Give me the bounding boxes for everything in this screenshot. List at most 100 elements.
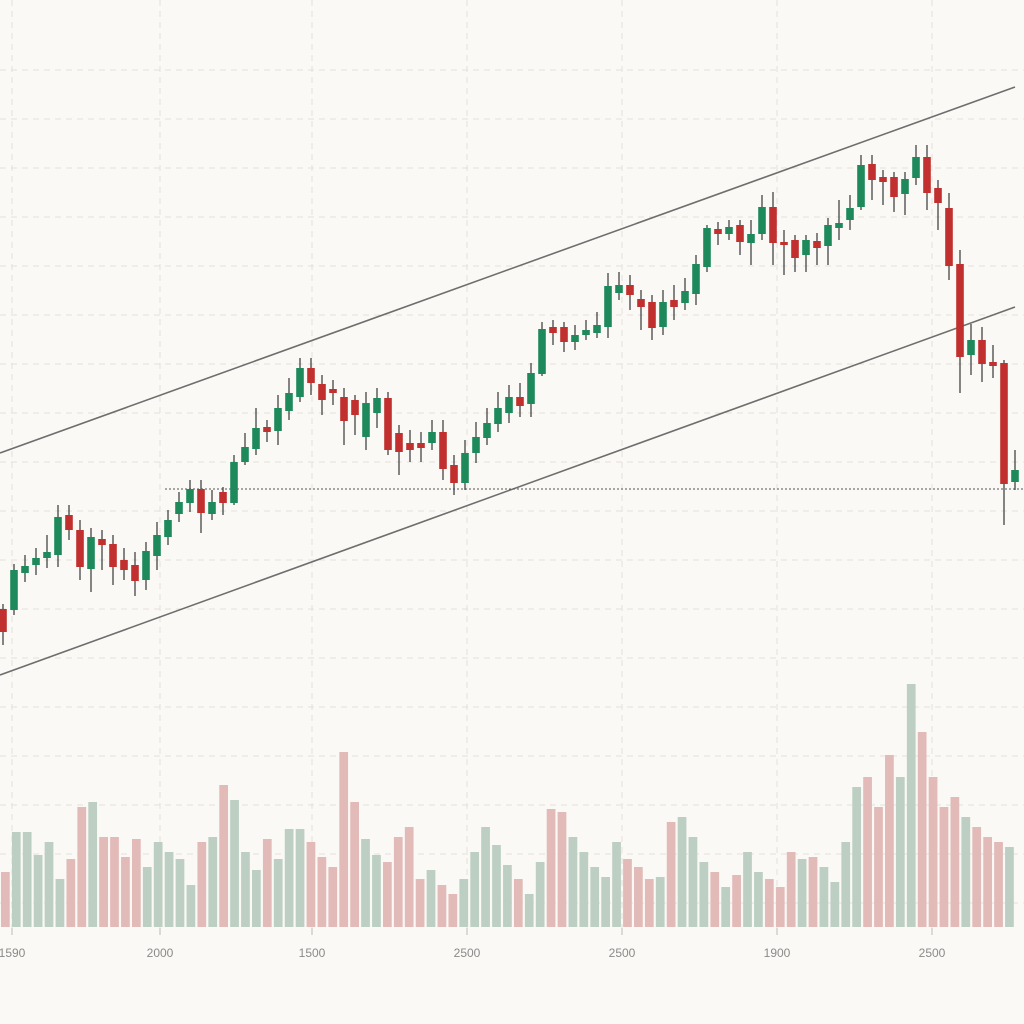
candle-up — [285, 378, 293, 420]
volume-bar — [972, 827, 982, 927]
candle-down — [791, 235, 799, 272]
candle-down — [945, 193, 953, 280]
candle-body — [560, 327, 568, 342]
candle-up — [472, 422, 480, 463]
candle-body — [648, 302, 656, 328]
candle-body — [142, 551, 150, 580]
volume-bar — [208, 837, 218, 927]
candle-down — [769, 192, 777, 265]
volume-bar — [699, 862, 709, 927]
volume-bar — [874, 807, 883, 927]
volume-bar — [503, 865, 512, 927]
volume-bar — [808, 857, 818, 927]
candle-body — [32, 558, 40, 565]
candle-up — [725, 220, 733, 240]
candle-body — [747, 234, 755, 243]
candle-up — [1011, 450, 1019, 490]
candle-up — [54, 505, 62, 567]
candle-down — [384, 392, 392, 455]
candles — [0, 145, 1019, 645]
candle-down — [197, 480, 205, 533]
candle-body — [472, 437, 480, 453]
candle-down — [329, 380, 337, 405]
candle-up — [428, 420, 436, 450]
candle-down — [450, 455, 458, 495]
volume-bar — [197, 842, 207, 927]
candle-body — [1000, 363, 1008, 484]
volume-bar — [994, 842, 1003, 927]
candle-body — [274, 408, 282, 431]
volume-bar — [797, 859, 807, 927]
candle-down — [637, 290, 645, 330]
candle-body — [538, 329, 546, 374]
candle-down — [956, 250, 964, 393]
candle-up — [692, 255, 700, 305]
candle-up — [43, 535, 51, 568]
candle-up — [483, 408, 491, 445]
volume-bar — [361, 839, 370, 927]
channel-line — [0, 86, 1016, 454]
candle-body — [230, 462, 238, 503]
candle-up — [615, 272, 623, 300]
candle-body — [428, 432, 436, 443]
candle-body — [0, 609, 7, 632]
candle-body — [956, 264, 964, 357]
candle-down — [76, 520, 84, 580]
volume-bar — [863, 777, 872, 927]
candle-body — [10, 570, 18, 610]
volume-bar — [88, 802, 98, 927]
volume-bar — [928, 777, 938, 927]
candle-up — [241, 433, 249, 465]
candle-body — [912, 157, 920, 178]
volume-bar — [350, 802, 359, 927]
candle-up — [912, 145, 920, 185]
volume-bar — [983, 837, 992, 927]
candle-body — [780, 242, 788, 245]
x-tick-label: 1590 — [0, 946, 26, 960]
candle-body — [1011, 470, 1019, 482]
candle-up — [593, 312, 601, 338]
candle-up — [175, 492, 183, 522]
volume-bar — [623, 859, 632, 927]
volume-bar — [754, 872, 763, 927]
volume-bar — [601, 877, 610, 927]
candle-up — [373, 388, 381, 428]
candle-up — [153, 522, 161, 570]
candle-body — [593, 325, 601, 333]
candle-down — [439, 420, 447, 480]
candle-up — [681, 278, 689, 310]
candle-up — [527, 363, 535, 417]
volume-bar — [273, 859, 283, 927]
candle-up — [274, 395, 282, 445]
candle-up — [164, 510, 172, 545]
channel-line — [0, 306, 1016, 676]
volume-bar — [852, 787, 862, 927]
candle-body — [307, 368, 315, 383]
volume-bar — [786, 852, 796, 927]
candle-body — [791, 240, 799, 258]
volume-bar — [710, 872, 720, 927]
candle-body — [87, 537, 95, 569]
candle-body — [153, 535, 161, 556]
candle-body — [98, 539, 106, 545]
candle-down — [670, 285, 678, 320]
volume-bar — [317, 857, 327, 927]
volume-bar — [579, 852, 589, 927]
candle-down — [516, 383, 524, 417]
volume-bar — [142, 867, 152, 927]
candle-body — [164, 520, 172, 537]
volume-bar — [393, 837, 403, 927]
volume-bar — [775, 887, 785, 927]
volume-bar — [612, 842, 621, 927]
candle-up — [659, 290, 667, 335]
x-tick-label: 2000 — [147, 946, 174, 960]
volume-bar — [906, 684, 916, 927]
candle-body — [835, 223, 843, 228]
volume-bar — [688, 837, 698, 927]
candle-body — [802, 240, 810, 255]
candle-up — [362, 392, 370, 450]
candle-body — [868, 164, 876, 180]
volume-bar — [590, 867, 600, 927]
candle-up — [967, 324, 975, 375]
volume-bar — [764, 879, 774, 927]
